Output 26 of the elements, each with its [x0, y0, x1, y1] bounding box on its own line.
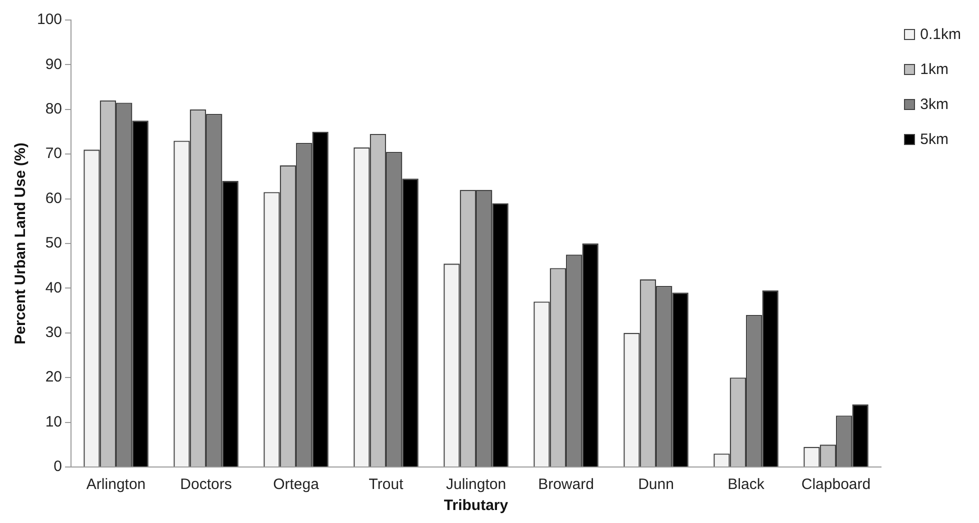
- x-tick-label: Ortega: [273, 476, 320, 494]
- x-tick-label: Trout: [368, 476, 404, 494]
- x-tick-label: Broward: [538, 476, 594, 494]
- x-tick-label: Dunn: [638, 476, 674, 494]
- y-tick-label: 100: [36, 11, 62, 28]
- y-tick-label: 70: [45, 145, 62, 162]
- y-axis-title: Percent Urban Land Use (%): [12, 142, 30, 344]
- y-tick-label: 80: [45, 100, 62, 118]
- y-tick-label: 20: [45, 368, 62, 386]
- x-tick-label: Julington: [446, 476, 506, 494]
- legend-label: 5km: [920, 131, 948, 148]
- x-tick-label: Clapboard: [801, 476, 871, 494]
- y-tick-label: 0: [54, 458, 62, 476]
- legend-label: 3km: [920, 96, 948, 113]
- legend-label: 0.1km: [920, 26, 961, 43]
- x-axis-title: Tributary: [444, 497, 509, 514]
- legend-label: 1km: [920, 61, 948, 78]
- x-tick-label: Doctors: [180, 476, 232, 494]
- y-tick-label: 40: [45, 279, 62, 296]
- y-tick-label: 50: [45, 234, 62, 252]
- y-tick-label: 10: [45, 413, 62, 430]
- y-tick-label: 30: [45, 324, 62, 342]
- y-tick-label: 90: [45, 56, 62, 73]
- x-tick-label: Black: [728, 476, 765, 494]
- x-tick-label: Arlington: [86, 476, 146, 494]
- y-tick-label: 60: [45, 190, 62, 207]
